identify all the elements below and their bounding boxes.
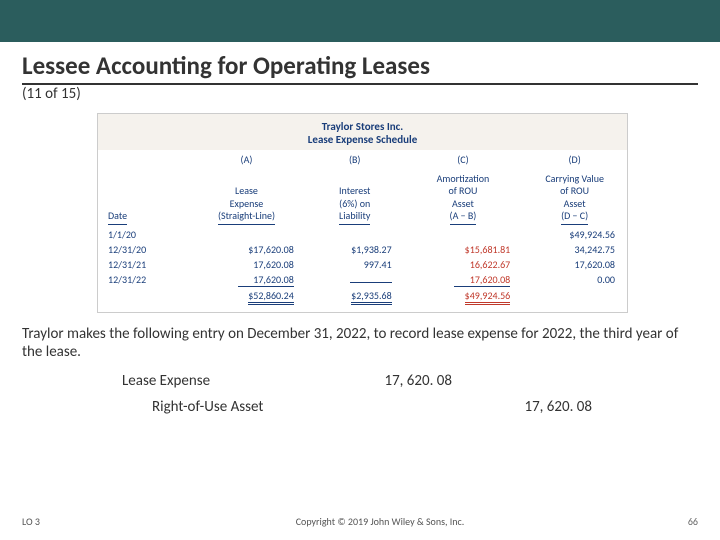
credit-label: Right-of-Use Asset bbox=[122, 398, 322, 416]
schedule-body: 1/1/20 $49,924.56 12/31/20 $17,620.08 $1… bbox=[98, 227, 627, 312]
page-title: Lessee Accounting for Operating Leases bbox=[22, 50, 698, 85]
schedule-name: Lease Expense Schedule bbox=[98, 133, 627, 146]
table-row: 12/31/22 17,620.08 17,620.08 0.00 bbox=[98, 272, 627, 288]
slide-content: Lessee Accounting for Operating Leases (… bbox=[0, 42, 720, 416]
schedule-box: Traylor Stores Inc. Lease Expense Schedu… bbox=[97, 113, 628, 313]
col-c-letter: (C) bbox=[404, 150, 523, 169]
schedule-table: (A) (B) (C) (D) Date Lease Expense (Stra… bbox=[98, 150, 627, 312]
table-row: 12/31/20 $17,620.08 $1,938.27 $15,681.81… bbox=[98, 242, 627, 257]
footer-copyright: Copyright © 2019 John Wiley & Sons, Inc. bbox=[102, 515, 658, 528]
col-date-label: Date bbox=[108, 210, 127, 225]
page-subtitle: (11 of 15) bbox=[22, 85, 698, 103]
journal-entry: Lease Expense 17, 620. 08 Right-of-Use A… bbox=[22, 372, 698, 416]
credit-amount: 17, 620. 08 bbox=[462, 398, 602, 416]
top-bar bbox=[0, 0, 720, 42]
table-row: 1/1/20 $49,924.56 bbox=[98, 227, 627, 242]
debit-amount: 17, 620. 08 bbox=[322, 372, 462, 390]
col-a-letter: (A) bbox=[187, 150, 306, 169]
schedule-header: Traylor Stores Inc. Lease Expense Schedu… bbox=[98, 114, 627, 150]
table-row-total: $52,860.24 $2,935.68 $49,924.56 bbox=[98, 288, 627, 306]
schedule-company: Traylor Stores Inc. bbox=[98, 120, 627, 133]
header-row-letters: (A) (B) (C) (D) bbox=[98, 150, 627, 169]
footer-page: 66 bbox=[658, 515, 698, 528]
debit-label: Lease Expense bbox=[122, 372, 322, 390]
footer: LO 3 Copyright © 2019 John Wiley & Sons,… bbox=[0, 515, 720, 528]
col-d-letter: (D) bbox=[522, 150, 627, 169]
footer-lo: LO 3 bbox=[22, 515, 102, 528]
table-row: 12/31/21 17,620.08 997.41 16,622.67 17,6… bbox=[98, 257, 627, 272]
header-row-labels: Date Lease Expense (Straight-Line) Inter… bbox=[98, 169, 627, 227]
body-text: Traylor makes the following entry on Dec… bbox=[22, 325, 698, 363]
col-b-letter: (B) bbox=[306, 150, 404, 169]
